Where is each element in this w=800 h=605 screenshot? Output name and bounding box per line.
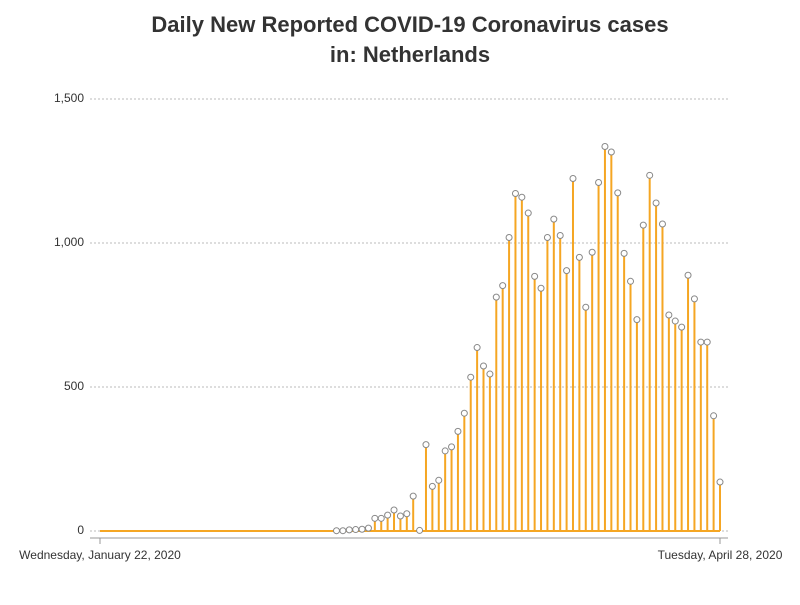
marker xyxy=(620,249,628,257)
marker xyxy=(595,179,603,187)
chart-title: Daily New Reported COVID-19 Coronavirus … xyxy=(151,12,668,37)
marker xyxy=(460,409,468,417)
marker xyxy=(403,510,411,518)
marker xyxy=(531,272,539,280)
marker xyxy=(550,215,558,223)
marker xyxy=(639,221,647,229)
marker xyxy=(422,441,430,449)
marker xyxy=(492,293,500,301)
x-tick-label: Tuesday, April 28, 2020 xyxy=(658,548,783,562)
marker xyxy=(601,143,609,151)
marker xyxy=(441,447,449,455)
marker xyxy=(678,323,686,331)
marker xyxy=(499,282,507,290)
marker xyxy=(518,193,526,201)
marker xyxy=(537,284,545,292)
marker xyxy=(435,476,443,484)
marker xyxy=(569,174,577,182)
marker xyxy=(627,277,635,285)
marker xyxy=(697,338,705,346)
marker xyxy=(652,199,660,207)
marker xyxy=(409,492,417,500)
marker xyxy=(345,526,353,534)
y-tick-label: 1,000 xyxy=(54,235,84,249)
marker xyxy=(543,234,551,242)
marker xyxy=(428,482,436,490)
marker xyxy=(524,209,532,217)
marker xyxy=(448,443,456,451)
marker xyxy=(703,338,711,346)
marker xyxy=(480,362,488,370)
marker xyxy=(454,427,462,435)
marker xyxy=(607,148,615,156)
marker xyxy=(371,514,379,522)
marker xyxy=(352,526,360,534)
y-tick-label: 500 xyxy=(64,379,84,393)
marker xyxy=(390,506,398,514)
marker xyxy=(582,303,590,311)
marker xyxy=(671,317,679,325)
marker xyxy=(665,311,673,319)
marker xyxy=(384,511,392,519)
marker xyxy=(396,512,404,520)
marker xyxy=(716,478,724,486)
marker xyxy=(588,248,596,256)
marker xyxy=(473,344,481,352)
chart-title: in: Netherlands xyxy=(330,42,490,67)
marker xyxy=(358,525,366,533)
marker xyxy=(486,370,494,378)
marker xyxy=(505,234,513,242)
marker xyxy=(364,524,372,532)
marker xyxy=(575,253,583,261)
marker xyxy=(633,316,641,324)
marker xyxy=(658,220,666,228)
x-tick-label: Wednesday, January 22, 2020 xyxy=(19,548,181,562)
marker xyxy=(614,189,622,197)
marker xyxy=(377,514,385,522)
marker xyxy=(416,526,424,534)
marker xyxy=(339,527,347,535)
marker xyxy=(646,171,654,179)
marker xyxy=(563,267,571,275)
marker xyxy=(684,271,692,279)
marker xyxy=(556,232,564,240)
marker xyxy=(710,412,718,420)
marker xyxy=(690,295,698,303)
y-tick-label: 0 xyxy=(77,523,84,537)
y-tick-label: 1,500 xyxy=(54,91,84,105)
marker xyxy=(332,527,340,535)
marker xyxy=(511,189,519,197)
marker xyxy=(467,373,475,381)
